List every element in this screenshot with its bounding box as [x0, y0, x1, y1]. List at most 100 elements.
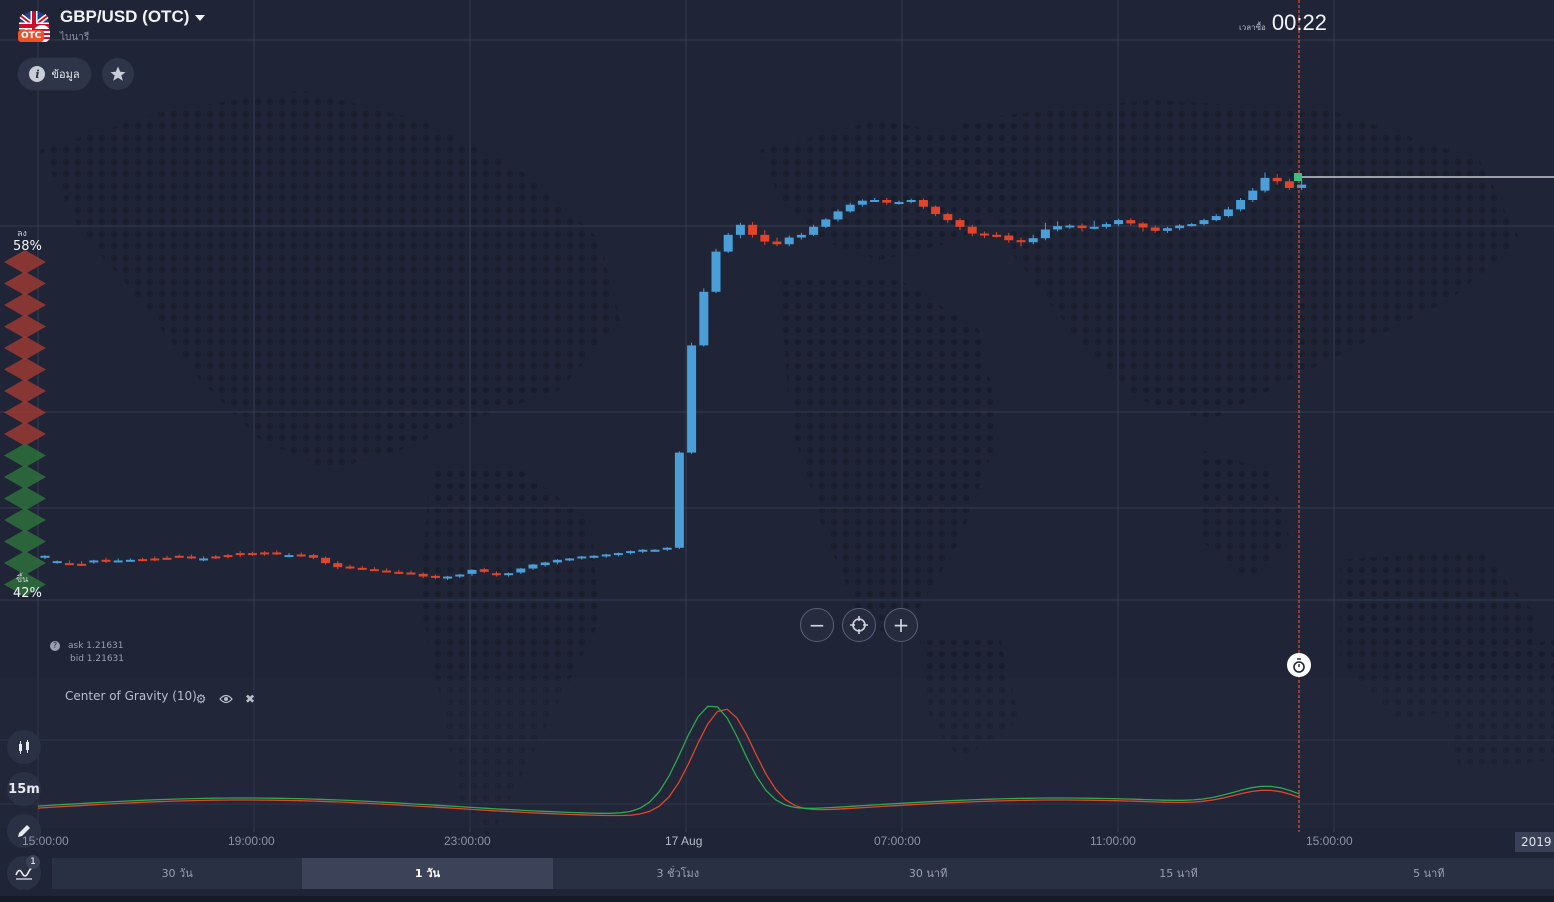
period-15m[interactable]: 15 นาที [1159, 867, 1198, 880]
info-icon: i [29, 66, 46, 82]
minus-icon: − [808, 613, 826, 637]
expiry-stopwatch-icon[interactable] [1287, 653, 1311, 677]
candle [918, 200, 928, 207]
ask-value: ask 1.21631 [68, 641, 124, 651]
sentiment-chevron [4, 529, 46, 554]
sentiment-up-label: ขึ้น [16, 575, 29, 585]
favorite-button[interactable] [102, 58, 134, 90]
candle [601, 554, 611, 557]
world-map-backdrop [40, 90, 1554, 840]
candle [1199, 220, 1209, 225]
candle [711, 251, 721, 292]
candle [1150, 227, 1160, 231]
timer-value: 00:22 [1271, 10, 1327, 35]
candle [174, 555, 184, 558]
crosshair-icon [850, 616, 868, 634]
candle [382, 570, 392, 573]
candle [369, 569, 379, 572]
candle [979, 233, 989, 236]
star-icon [110, 66, 126, 81]
zoom-in-button[interactable]: + [884, 608, 918, 642]
candle [845, 204, 855, 212]
candle [894, 202, 904, 205]
current-price-marker [1294, 173, 1302, 181]
candle [345, 566, 355, 569]
year-label: 2019 [1515, 832, 1554, 852]
period-30m[interactable]: 30 นาที [908, 867, 948, 880]
pencil-icon [18, 825, 30, 837]
candle [1223, 209, 1233, 217]
candle [64, 563, 74, 566]
candle [89, 560, 99, 563]
candle [52, 561, 62, 564]
candle [357, 567, 367, 570]
candle [638, 549, 648, 552]
bid-value: bid 1.21631 [70, 654, 125, 664]
sentiment-chevron [4, 250, 46, 274]
candle [650, 549, 660, 552]
cog-signal-line [37, 708, 1301, 817]
indicator-panel-bg [0, 678, 1554, 828]
otc-badge: OTC [18, 30, 45, 42]
candle [1248, 190, 1258, 201]
period-1d[interactable]: 1 วัน [302, 858, 553, 889]
asset-header[interactable]: OTC GBP/USD (OTC) ไบนารี [18, 6, 206, 45]
candle [40, 555, 50, 558]
plus-icon: + [892, 613, 910, 637]
help-icon[interactable]: ? [50, 640, 60, 651]
candle [1272, 177, 1282, 182]
candle [735, 224, 745, 235]
candle [687, 345, 697, 453]
candle [1175, 225, 1185, 229]
sentiment-bar [4, 250, 46, 597]
timeframe-button[interactable]: 15m [7, 772, 41, 806]
candle [199, 558, 209, 561]
candle [443, 576, 453, 579]
sentiment-chevron [4, 486, 46, 511]
candle [491, 573, 501, 576]
candle [272, 552, 282, 555]
candle [138, 559, 148, 562]
candle [772, 241, 782, 245]
candle [1114, 220, 1124, 225]
time-label: 19:00:00 [228, 834, 275, 848]
drawing-tools-button[interactable] [7, 814, 41, 848]
candle [1089, 226, 1099, 229]
chevron-down-icon[interactable] [195, 14, 206, 21]
candle [479, 569, 489, 572]
candle [748, 224, 758, 235]
sentiment-chevron [4, 336, 46, 360]
eye-icon[interactable] [219, 692, 233, 706]
candle [699, 291, 709, 346]
sentiment-chevron [4, 443, 46, 468]
sentiment-chevron [4, 422, 46, 446]
center-of-gravity-indicator [37, 705, 1301, 817]
gear-icon[interactable]: ⚙ [195, 692, 207, 706]
chart-type-button[interactable] [7, 730, 41, 764]
candle [113, 560, 123, 563]
candle [333, 563, 343, 568]
candle [418, 573, 428, 577]
candle [467, 569, 477, 574]
info-button[interactable]: i ข้อมูล [18, 58, 91, 90]
zoom-out-button[interactable]: − [800, 608, 834, 642]
candle [882, 200, 892, 203]
period-3h[interactable]: 3 ชั่วโมง [656, 867, 700, 880]
candle [101, 559, 111, 562]
candlestick-icon [19, 740, 29, 754]
sentiment-up-percent: 42% [13, 586, 42, 601]
period-30d[interactable]: 30 วัน [161, 867, 193, 880]
candle [528, 564, 538, 569]
candle [1053, 226, 1063, 230]
close-icon[interactable]: ✖ [244, 692, 256, 706]
recenter-button[interactable] [842, 608, 876, 642]
candle [1126, 220, 1136, 224]
sentiment-chevron [4, 293, 46, 317]
candle [589, 555, 599, 558]
period-5m[interactable]: 5 นาที [1413, 867, 1445, 880]
candle [150, 558, 160, 561]
asset-title[interactable]: GBP/USD (OTC) [60, 6, 206, 28]
candle [1260, 177, 1270, 191]
